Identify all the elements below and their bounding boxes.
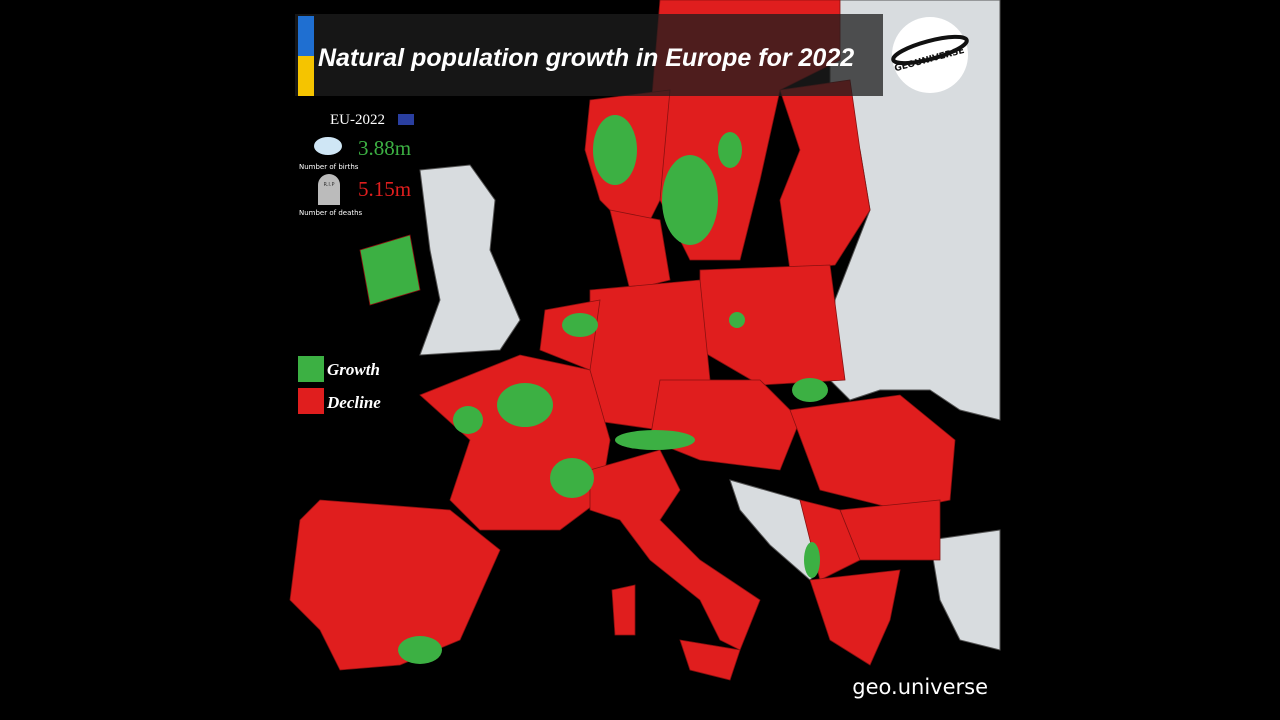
growth-region xyxy=(615,430,695,450)
growth-region xyxy=(398,636,442,664)
title: Natural population growth in Europe for … xyxy=(318,44,854,72)
non-eu-region xyxy=(419,164,521,356)
births-value: 3.88m xyxy=(358,136,411,160)
deaths-value: 5.15m xyxy=(358,177,411,201)
legend-swatch xyxy=(298,388,324,414)
growth-region xyxy=(550,458,594,498)
stats-label: EU-2022 xyxy=(330,112,385,128)
watermark: geo.universe xyxy=(852,675,988,699)
flag-blue xyxy=(298,16,314,56)
decline-region xyxy=(289,499,501,671)
decline-region xyxy=(809,569,901,666)
legend-swatch xyxy=(298,356,324,382)
eu-flag xyxy=(398,114,414,125)
growth-region xyxy=(593,115,637,185)
non-eu-region xyxy=(929,529,1001,651)
baby-icon xyxy=(314,137,342,155)
growth-region xyxy=(453,406,483,434)
growth-region xyxy=(359,234,421,306)
growth-region xyxy=(497,383,553,427)
growth-region xyxy=(792,378,828,402)
tombstone-text: R.I.P xyxy=(324,182,335,188)
deaths-caption: Number of deaths xyxy=(299,209,363,217)
growth-region xyxy=(662,155,718,245)
decline-region xyxy=(611,584,636,636)
flag-yellow xyxy=(298,56,314,96)
decline-region xyxy=(789,394,956,511)
growth-region xyxy=(718,132,742,168)
decline-region xyxy=(779,79,871,271)
legend-label: Growth xyxy=(327,360,380,379)
decline-region xyxy=(679,639,741,681)
tombstone xyxy=(318,174,340,205)
decline-region xyxy=(609,209,671,291)
title-bar xyxy=(295,14,883,96)
map xyxy=(289,0,1001,681)
growth-region xyxy=(562,313,598,337)
births-caption: Number of births xyxy=(299,163,359,171)
legend-label: Decline xyxy=(326,393,381,412)
growth-region xyxy=(729,312,745,328)
growth-region xyxy=(804,542,820,578)
logo-ring xyxy=(891,34,969,66)
